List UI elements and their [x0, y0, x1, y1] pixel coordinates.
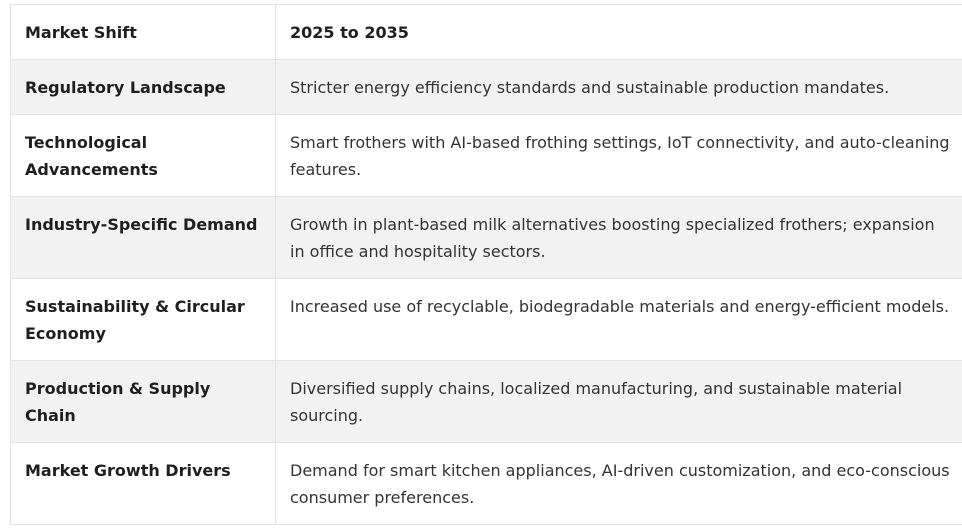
table-row: Market Growth Drivers Demand for smart k… [10, 442, 962, 525]
table-row: Industry-Specific Demand Growth in plant… [10, 196, 962, 279]
outlook-cell: Increased use of recyclable, biodegradab… [275, 278, 962, 361]
outlook-cell: Demand for smart kitchen appliances, AI-… [275, 442, 962, 525]
column-header-period: 2025 to 2035 [275, 4, 962, 60]
market-shift-cell: Production & Supply Chain [10, 360, 276, 443]
table-row: Technological Advancements Smart frother… [10, 114, 962, 197]
table-row: Production & Supply Chain Diversified su… [10, 360, 962, 443]
market-shift-cell: Market Growth Drivers [10, 442, 276, 525]
table-row: Sustainability & Circular Economy Increa… [10, 278, 962, 361]
table-header-row: Market Shift 2025 to 2035 [10, 4, 962, 60]
column-header-market-shift: Market Shift [10, 4, 276, 60]
market-shift-cell: Regulatory Landscape [10, 59, 276, 115]
outlook-cell: Diversified supply chains, localized man… [275, 360, 962, 443]
outlook-cell: Stricter energy efficiency standards and… [275, 59, 962, 115]
table-row: Regulatory Landscape Stricter energy eff… [10, 59, 962, 115]
outlook-cell: Growth in plant-based milk alternatives … [275, 196, 962, 279]
market-shift-cell: Industry-Specific Demand [10, 196, 276, 279]
outlook-cell: Smart frothers with AI-based frothing se… [275, 114, 962, 197]
market-shift-table: Market Shift 2025 to 2035 Regulatory Lan… [10, 4, 962, 525]
market-shift-cell: Technological Advancements [10, 114, 276, 197]
market-shift-cell: Sustainability & Circular Economy [10, 278, 276, 361]
